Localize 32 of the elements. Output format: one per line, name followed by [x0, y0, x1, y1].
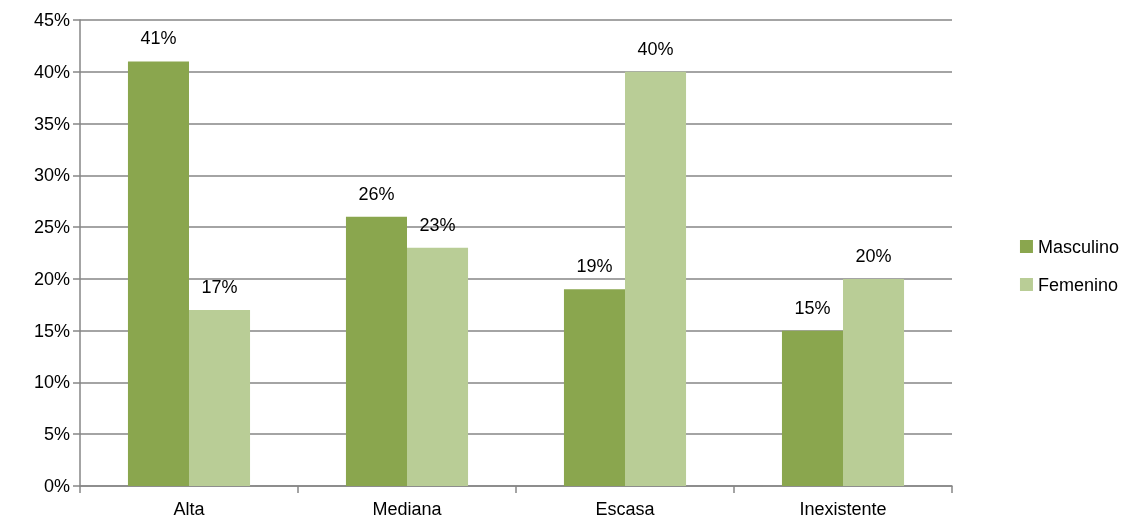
data-label: 17%: [201, 276, 238, 297]
bar: [625, 71, 687, 486]
data-label: 41%: [140, 28, 177, 49]
x-tick-label: Mediana: [372, 499, 443, 519]
x-tick-label: Alta: [173, 499, 206, 519]
bar: [781, 330, 843, 486]
bar: [189, 309, 251, 486]
data-label: 20%: [855, 245, 892, 266]
data-label: 23%: [419, 214, 456, 235]
bar: [345, 216, 407, 486]
bar: [407, 247, 469, 486]
data-label: 15%: [794, 297, 831, 318]
legend-label: Femenino: [1037, 274, 1119, 295]
data-label: 19%: [576, 256, 613, 277]
y-tick-label: 10%: [33, 372, 70, 393]
x-tick-label: Escasa: [595, 499, 656, 519]
bar: [127, 61, 189, 486]
y-tick-label: 0%: [43, 476, 70, 496]
y-tick-label: 5%: [43, 424, 70, 445]
y-tick-label: 15%: [33, 320, 70, 341]
x-tick-label: Inexistente: [799, 499, 887, 519]
data-label: 26%: [358, 183, 395, 204]
y-tick-label: 25%: [33, 217, 70, 238]
y-tick-label: 35%: [33, 113, 70, 134]
y-tick-label: 20%: [33, 268, 70, 289]
y-tick-label: 45%: [33, 10, 70, 30]
y-tick-label: 40%: [33, 61, 70, 82]
legend-label: Masculino: [1037, 236, 1120, 257]
bar: [843, 278, 905, 486]
bar: [563, 289, 625, 486]
y-tick-label: 30%: [33, 165, 70, 186]
data-label: 40%: [637, 38, 674, 59]
